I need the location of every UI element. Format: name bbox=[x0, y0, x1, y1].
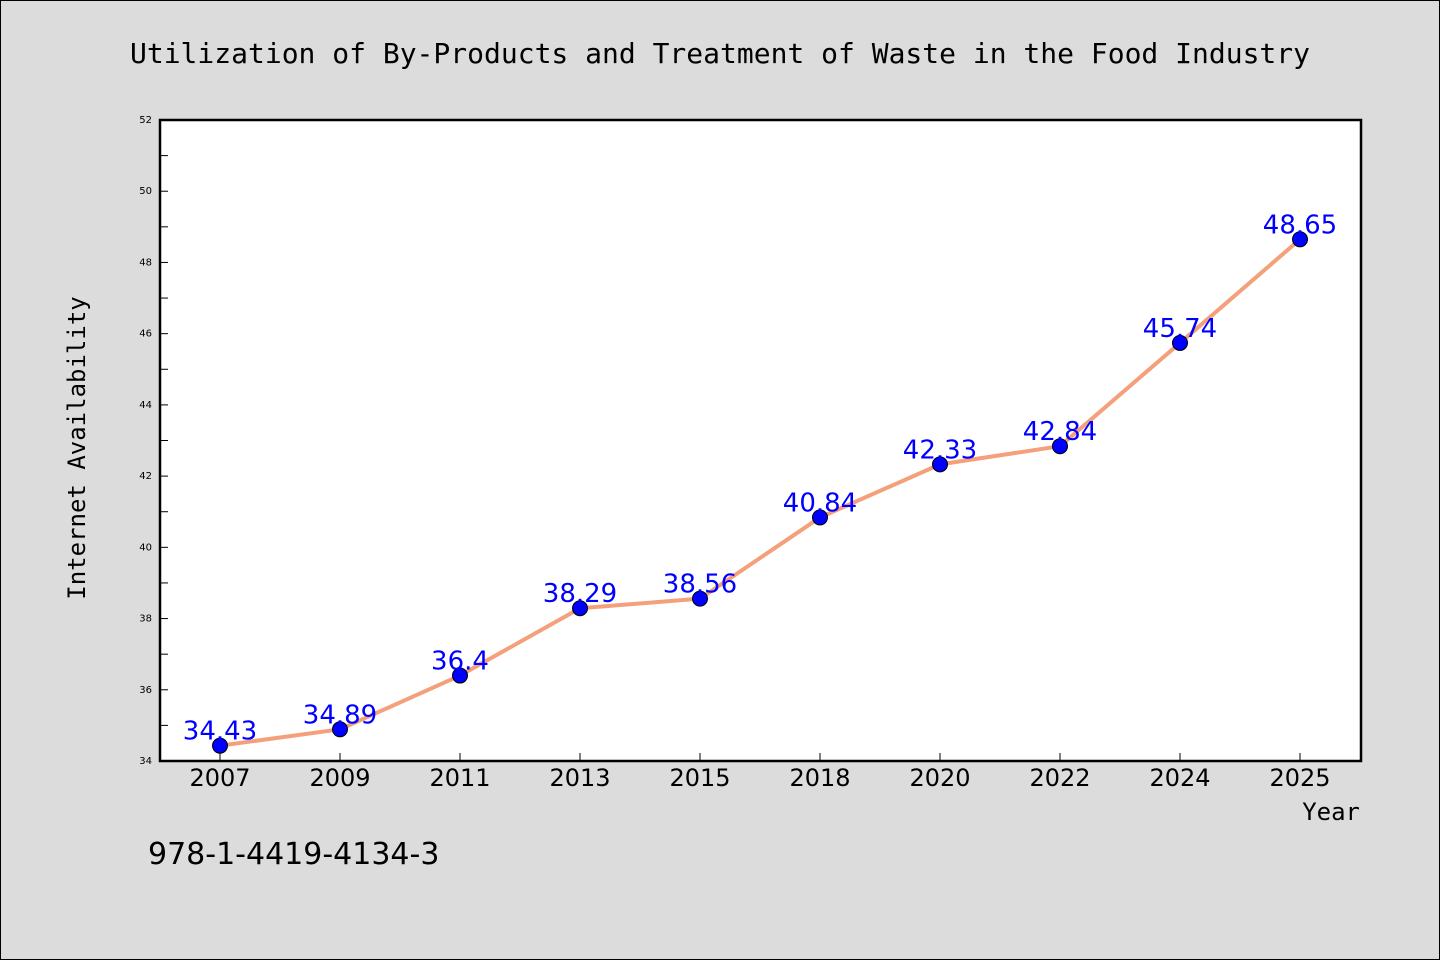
data-label: 34.89 bbox=[303, 700, 377, 730]
data-label: 36.4 bbox=[431, 647, 489, 677]
y-tick-label: 38 bbox=[139, 614, 152, 625]
data-point bbox=[212, 737, 228, 754]
data-label: 40.84 bbox=[783, 488, 857, 518]
y-tick-label: 44 bbox=[139, 400, 152, 411]
y-tick-label: 46 bbox=[139, 329, 152, 340]
x-tick-label: 2020 bbox=[909, 764, 970, 792]
x-tick-label: 2018 bbox=[789, 764, 850, 792]
series-group: 34.43 34.89 36.4 38.29 38.56 40.84 42.33 42.84 4… bbox=[183, 210, 1337, 754]
data-point bbox=[572, 600, 588, 617]
data-point bbox=[452, 667, 468, 684]
y-tick-label: 50 bbox=[139, 186, 152, 197]
x-tick-label: 2025 bbox=[1269, 764, 1330, 792]
y-tick-label: 36 bbox=[139, 685, 152, 696]
y-axis-label: Internet Availability bbox=[63, 296, 91, 599]
data-label: 42.33 bbox=[903, 435, 977, 465]
chart-title: Utilization of By-Products and Treatment… bbox=[130, 37, 1310, 70]
plot-area bbox=[158, 118, 1363, 763]
y-axis-ticks: 34 36 38 40 42 44 46 48 50 52 bbox=[139, 115, 168, 767]
data-label: 34.43 bbox=[183, 717, 257, 747]
x-tick-label: 2015 bbox=[669, 764, 730, 792]
data-point bbox=[332, 721, 348, 738]
data-label: 42.84 bbox=[1023, 417, 1097, 447]
data-label: 38.29 bbox=[543, 579, 617, 609]
x-tick-label: 2022 bbox=[1029, 764, 1090, 792]
y-tick-label: 48 bbox=[139, 257, 152, 268]
data-point bbox=[1292, 231, 1308, 248]
data-point bbox=[812, 509, 828, 526]
x-tick-label: 2007 bbox=[189, 764, 250, 792]
x-tick-label: 2009 bbox=[309, 764, 370, 792]
data-point bbox=[1052, 438, 1068, 455]
x-tick-label: 2011 bbox=[429, 764, 490, 792]
data-point bbox=[692, 590, 708, 607]
y-tick-label: 34 bbox=[139, 756, 152, 767]
data-label: 48.65 bbox=[1263, 210, 1337, 240]
data-label: 38.56 bbox=[663, 570, 737, 600]
y-tick-label: 40 bbox=[139, 542, 152, 553]
data-point bbox=[932, 456, 948, 473]
x-tick-label: 2013 bbox=[549, 764, 610, 792]
series-line bbox=[218, 237, 1302, 748]
data-point bbox=[1172, 334, 1188, 351]
data-label: 45.74 bbox=[1143, 314, 1217, 344]
y-tick-label: 42 bbox=[139, 471, 152, 482]
isbn-text: 978-1-4419-4134-3 bbox=[148, 837, 439, 872]
x-tick-label: 2024 bbox=[1149, 764, 1210, 792]
x-axis-label: Year bbox=[1302, 798, 1360, 826]
x-axis-ticks: 2007 2009 2011 2013 2015 2018 2020 2022 2024 2025 bbox=[189, 753, 1331, 792]
y-tick-label: 52 bbox=[139, 115, 152, 126]
